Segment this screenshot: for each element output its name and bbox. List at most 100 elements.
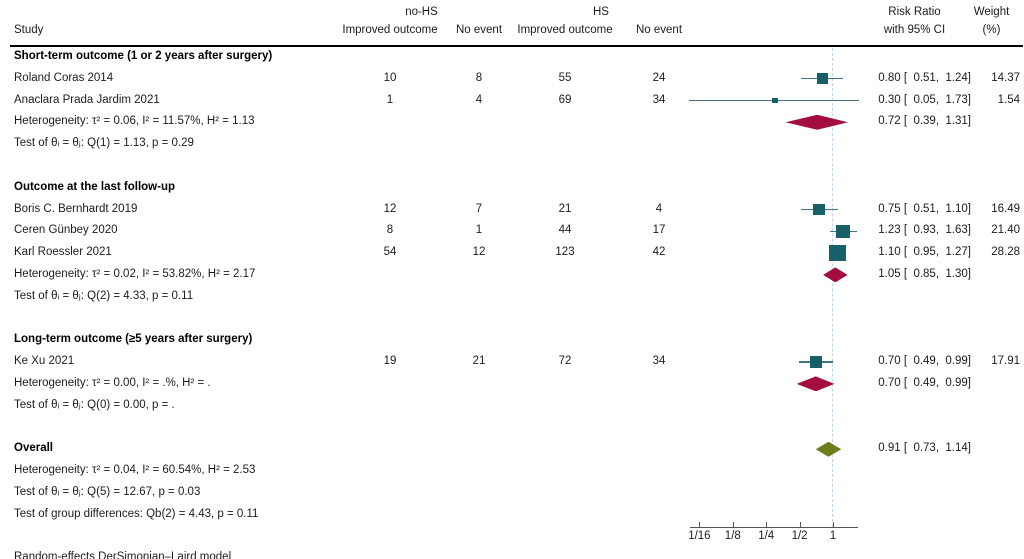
table-row: Karl Roessler 2021 54 12 123 42 1.10 [ 0… (0, 242, 1024, 264)
noHS-improved-cell: 19 (383, 355, 397, 368)
study-cell: Short-term outcome (1 or 2 years after s… (14, 50, 273, 62)
table-row (0, 155, 1024, 177)
weight-cell: 1.54 (997, 93, 1020, 106)
table-row: Heterogeneity: τ² = 0.04, I² = 60.54%, H… (0, 460, 1024, 482)
weight-cell: 28.28 (991, 246, 1020, 259)
study-column-header: Study (14, 24, 44, 36)
table-row: Short-term outcome (1 or 2 years after s… (0, 46, 1024, 68)
weight-cell: 16.49 (991, 202, 1020, 215)
study-cell: Overall (14, 442, 53, 455)
table-row: Heterogeneity: τ² = 0.06, I² = 11.57%, H… (0, 111, 1024, 133)
noHS-noevent-cell: 7 (475, 202, 483, 215)
study-cell: Karl Roessler 2021 (14, 246, 112, 259)
table-row: Test of θᵢ = θⱼ: Q(0) = 0.00, p = . (0, 395, 1024, 417)
table-row: Test of group differences: Qb(2) = 4.43,… (0, 504, 1024, 526)
study-cell: Long-term outcome (≥5 years after surger… (14, 333, 253, 346)
HS-improved-cell: 72 (558, 355, 572, 368)
x-axis-tick-label: 1/4 (758, 530, 775, 542)
HS-improved-cell: 69 (558, 93, 572, 106)
study-cell: Boris C. Bernhardt 2019 (14, 202, 138, 215)
HS-improved-cell: 44 (558, 224, 572, 237)
study-cell: Heterogeneity: τ² = 0.00, I² = .%, H² = … (14, 377, 211, 389)
table-row (0, 417, 1024, 439)
study-cell: Heterogeneity: τ² = 0.04, I² = 60.54%, H… (14, 464, 256, 477)
rr-ci-cell: 0.70 [ 0.49, 0.99] (878, 377, 971, 389)
HS-noevent-cell: 24 (652, 71, 666, 84)
table-row: Test of θᵢ = θⱼ: Q(2) = 4.33, p = 0.11 (0, 286, 1024, 308)
table-row: Heterogeneity: τ² = 0.00, I² = .%, H² = … (0, 373, 1024, 395)
noHS-improved-header: Improved outcome (342, 24, 438, 36)
study-cell: Test of θᵢ = θⱼ: Q(0) = 0.00, p = . (14, 398, 175, 411)
noHS-improved-cell: 1 (386, 93, 394, 106)
study-cell: Test of θᵢ = θⱼ: Q(5) = 12.67, p = 0.03 (14, 486, 201, 498)
rr-ci-cell: 1.10 [ 0.95, 1.27] (878, 246, 971, 259)
study-cell: Test of θᵢ = θⱼ: Q(1) = 1.13, p = 0.29 (14, 137, 194, 150)
rr-ci-cell: 0.91 [ 0.73, 1.14] (878, 442, 971, 455)
rr-ci-cell: 0.80 [ 0.51, 1.24] (878, 71, 971, 84)
risk-ratio-header: Risk Ratio (888, 6, 941, 18)
x-axis-line (690, 527, 858, 528)
table-row: Test of θᵢ = θⱼ: Q(5) = 12.67, p = 0.03 (0, 482, 1024, 504)
HS-noevent-cell: 34 (652, 355, 666, 368)
study-cell: Heterogeneity: τ² = 0.06, I² = 11.57%, H… (14, 115, 255, 128)
noHS-improved-cell: 12 (383, 202, 397, 215)
rr-ci-cell: 0.70 [ 0.49, 0.99] (878, 355, 971, 368)
noHS-noevent-cell: 21 (472, 355, 486, 368)
HS-improved-header: Improved outcome (517, 24, 613, 36)
model-note: Random-effects DerSimonian–Laird model (14, 551, 232, 559)
noHS-noevent-cell: 12 (472, 246, 486, 259)
study-cell: Heterogeneity: τ² = 0.02, I² = 53.82%, H… (14, 268, 256, 280)
study-cell: Anaclara Prada Jardim 2021 (14, 93, 160, 106)
table-row: Outcome at the last follow-up (0, 177, 1024, 199)
weight-cell: 14.37 (991, 71, 1020, 84)
group-header-noHS: no-HS (405, 6, 438, 18)
rr-ci-cell: 0.75 [ 0.51, 1.10] (878, 202, 971, 215)
HS-noevent-cell: 42 (652, 246, 666, 259)
x-axis-tick-label: 1 (829, 530, 837, 542)
x-axis-tick-label: 1/8 (724, 530, 741, 542)
header-divider (10, 45, 1023, 47)
table-row: Ceren Günbey 2020 8 1 44 17 1.23 [ 0.93,… (0, 220, 1024, 242)
noHS-noevent-cell: 4 (475, 93, 483, 106)
x-axis-tick-label: 1/16 (688, 530, 711, 542)
noHS-noevent-cell: 8 (475, 71, 483, 84)
table-row: Anaclara Prada Jardim 2021 1 4 69 34 0.3… (0, 90, 1024, 112)
noHS-noevent-header: No event (455, 24, 503, 36)
noHS-improved-cell: 54 (383, 246, 397, 259)
rr-ci-cell: 0.30 [ 0.05, 1.73] (878, 93, 971, 106)
table-row (0, 308, 1024, 330)
study-cell: Ke Xu 2021 (14, 355, 75, 368)
rr-ci-cell: 0.72 [ 0.39, 1.31] (878, 115, 971, 128)
HS-noevent-header: No event (635, 24, 683, 36)
rr-ci-cell: 1.05 [ 0.85, 1.30] (878, 268, 971, 280)
HS-improved-cell: 123 (555, 246, 575, 259)
noHS-improved-cell: 8 (386, 224, 394, 237)
weight-percent-header: (%) (982, 24, 1001, 36)
study-cell: Test of θᵢ = θⱼ: Q(2) = 4.33, p = 0.11 (14, 289, 194, 302)
study-cell: Ceren Günbey 2020 (14, 224, 118, 237)
ci-95-header: with 95% CI (883, 24, 946, 36)
HS-noevent-cell: 17 (652, 224, 666, 237)
HS-improved-cell: 21 (558, 202, 572, 215)
study-cell: Roland Coras 2014 (14, 71, 114, 84)
table-row: Long-term outcome (≥5 years after surger… (0, 329, 1024, 351)
noHS-noevent-cell: 1 (475, 224, 483, 237)
weight-header: Weight (973, 6, 1010, 18)
x-axis-tick-label: 1/2 (791, 530, 808, 542)
noHS-improved-cell: 10 (383, 71, 397, 84)
HS-improved-cell: 55 (558, 71, 572, 84)
weight-cell: 17.91 (991, 355, 1020, 368)
table-row: Boris C. Bernhardt 2019 12 7 21 4 0.75 [… (0, 199, 1024, 221)
HS-noevent-cell: 4 (655, 202, 663, 215)
rr-ci-cell: 1.23 [ 0.93, 1.63] (878, 224, 971, 237)
table-row: Heterogeneity: τ² = 0.02, I² = 53.82%, H… (0, 264, 1024, 286)
study-cell: Outcome at the last follow-up (14, 180, 176, 193)
weight-cell: 21.40 (991, 224, 1020, 237)
table-row: Roland Coras 2014 10 8 55 24 0.80 [ 0.51… (0, 68, 1024, 90)
table-row: Test of θᵢ = θⱼ: Q(1) = 1.13, p = 0.29 (0, 133, 1024, 155)
study-cell: Test of group differences: Qb(2) = 4.43,… (14, 507, 259, 520)
group-header-HS: HS (593, 6, 609, 18)
HS-noevent-cell: 34 (652, 93, 666, 106)
table-row: Ke Xu 2021 19 21 72 34 0.70 [ 0.49, 0.99… (0, 351, 1024, 373)
